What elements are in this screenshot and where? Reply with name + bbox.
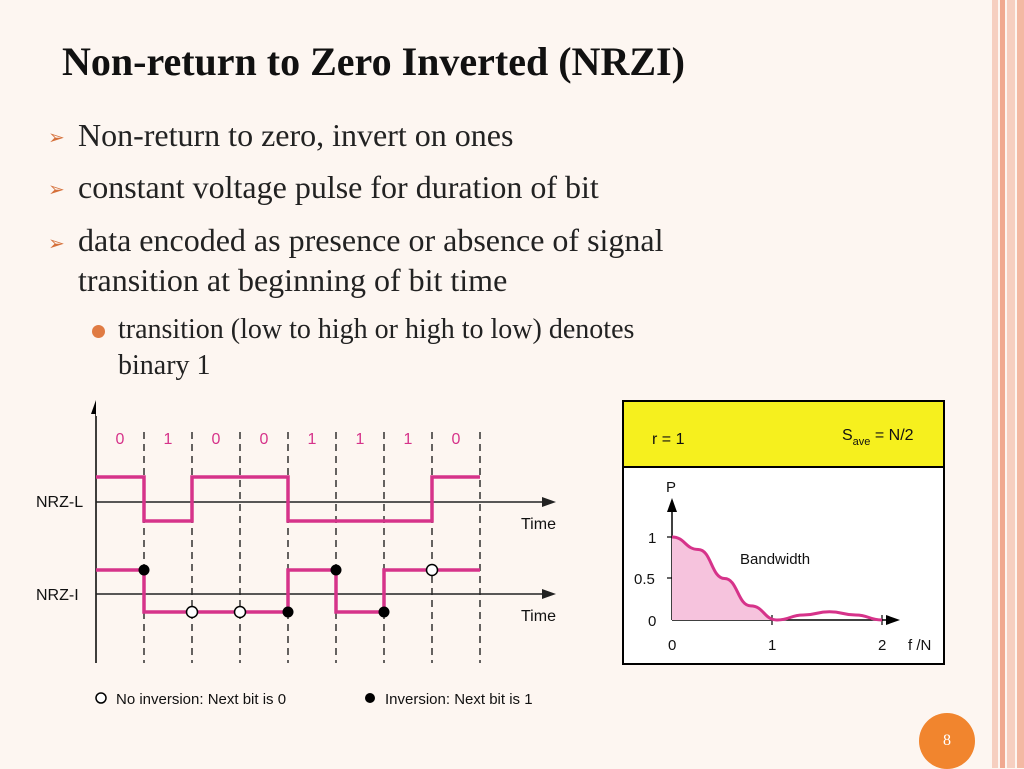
no-inversion-marker bbox=[425, 563, 439, 577]
time-label: Time bbox=[521, 608, 556, 625]
time-arrow-icon bbox=[542, 589, 556, 599]
bandwidth-curve-group bbox=[671, 535, 883, 622]
border-stripe-3 bbox=[1007, 0, 1015, 768]
axis-arrow-icon bbox=[667, 498, 677, 512]
bullet-arrow-icon: ➢ bbox=[48, 231, 65, 255]
page-number-badge: 8 bbox=[919, 713, 975, 769]
bit-label: 1 bbox=[164, 431, 173, 448]
time-label: Time bbox=[521, 516, 556, 533]
panel-header bbox=[622, 400, 945, 468]
bullet-3-line2: transition at beginning of bit time bbox=[78, 262, 508, 298]
nrz-waveform-figure: 0 1 0 0 1 1 1 0 NRZ-L Time NRZ-I Time No… bbox=[36, 400, 556, 708]
sub-bullet-line1: transition (low to high or high to low) … bbox=[118, 314, 635, 345]
legend-no-inversion: No inversion: Next bit is 0 bbox=[116, 691, 286, 708]
f-axis-label: f /N bbox=[908, 637, 931, 654]
time-arrow-icon bbox=[542, 497, 556, 507]
bit-label: 0 bbox=[260, 431, 269, 448]
nrz-i-label: NRZ-I bbox=[36, 587, 79, 604]
y-tick-label: 1 bbox=[648, 530, 656, 547]
x-tick-label: 0 bbox=[668, 637, 676, 654]
sub-bullet-dot-icon bbox=[92, 325, 105, 338]
border-stripe-4 bbox=[1017, 0, 1024, 768]
nrz-i-signal bbox=[96, 568, 480, 614]
legend-inversion: Inversion: Next bit is 1 bbox=[385, 691, 533, 708]
bit-label: 1 bbox=[356, 431, 365, 448]
bit-label: 0 bbox=[452, 431, 461, 448]
inversion-marker bbox=[378, 606, 390, 618]
bandwidth-panel: r = 1 Save = N/2 P 1 0.5 0 0 1 2 f /N Ba… bbox=[622, 400, 945, 665]
bit-boundaries bbox=[143, 432, 481, 663]
r-label: r = 1 bbox=[652, 431, 685, 448]
border-stripe-1 bbox=[992, 0, 998, 768]
legend-filled-circle-icon bbox=[365, 693, 375, 703]
nrz-l-signal bbox=[96, 475, 480, 523]
bullet-3-line1: data encoded as presence or absence of s… bbox=[78, 222, 664, 258]
figure-overlay-mask bbox=[96, 386, 566, 416]
bit-label: 0 bbox=[116, 431, 125, 448]
nrz-l-label: NRZ-L bbox=[36, 494, 83, 511]
slide-title: Non-return to Zero Inverted (NRZI) bbox=[62, 39, 685, 84]
x-tick-label: 2 bbox=[878, 637, 886, 654]
bullet-1: Non-return to zero, invert on ones bbox=[78, 117, 514, 153]
x-tick-label: 1 bbox=[768, 637, 776, 654]
inversion-marker bbox=[138, 564, 150, 576]
border-stripe-2 bbox=[1000, 0, 1005, 768]
bandwidth-curve-line bbox=[671, 535, 883, 622]
inversion-marker bbox=[282, 606, 294, 618]
sub-bullet-line2: binary 1 bbox=[118, 350, 211, 381]
inversion-marker bbox=[330, 564, 342, 576]
bullet-2: constant voltage pulse for duration of b… bbox=[78, 169, 599, 205]
axis-arrow-icon bbox=[886, 615, 900, 625]
legend-open-circle-icon bbox=[95, 692, 107, 704]
p-axis-label: P bbox=[666, 479, 676, 496]
bit-label: 1 bbox=[404, 431, 413, 448]
bandwidth-label: Bandwidth bbox=[740, 551, 810, 568]
y-tick-label: 0.5 bbox=[634, 571, 655, 588]
bit-label: 1 bbox=[308, 431, 317, 448]
bullet-arrow-icon: ➢ bbox=[48, 125, 65, 149]
no-inversion-marker bbox=[185, 605, 199, 619]
bit-label: 0 bbox=[212, 431, 221, 448]
s-ave-label: Save = N/2 bbox=[842, 427, 914, 448]
y-tick-label: 0 bbox=[648, 613, 656, 630]
bullet-arrow-icon: ➢ bbox=[48, 177, 65, 201]
no-inversion-marker bbox=[233, 605, 247, 619]
